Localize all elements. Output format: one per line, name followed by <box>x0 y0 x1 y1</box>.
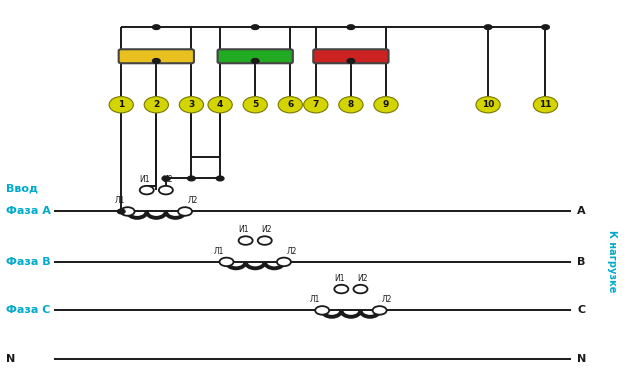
Circle shape <box>216 176 224 181</box>
Circle shape <box>251 59 259 63</box>
Text: Л1: Л1 <box>115 196 125 205</box>
Ellipse shape <box>533 97 558 113</box>
Text: 2: 2 <box>153 100 160 109</box>
Circle shape <box>178 207 192 216</box>
Ellipse shape <box>179 97 204 113</box>
Text: Фаза C: Фаза C <box>6 305 51 315</box>
Ellipse shape <box>374 97 398 113</box>
Circle shape <box>347 25 355 29</box>
FancyBboxPatch shape <box>119 49 194 63</box>
Circle shape <box>484 25 492 29</box>
Text: 11: 11 <box>539 100 552 109</box>
Text: Л1: Л1 <box>214 247 224 256</box>
Ellipse shape <box>278 97 302 113</box>
Text: N: N <box>6 354 15 364</box>
Text: Л2: Л2 <box>188 196 198 205</box>
Circle shape <box>117 209 125 214</box>
Text: N: N <box>577 354 586 364</box>
Text: Фаза A: Фаза A <box>6 206 51 217</box>
Circle shape <box>159 186 173 194</box>
Text: Ввод: Ввод <box>6 183 38 193</box>
Text: И1: И1 <box>334 274 345 283</box>
Ellipse shape <box>304 97 328 113</box>
Circle shape <box>347 59 355 63</box>
Circle shape <box>277 258 291 266</box>
Ellipse shape <box>476 97 500 113</box>
Circle shape <box>188 176 195 181</box>
Circle shape <box>373 306 387 315</box>
Text: 3: 3 <box>188 100 195 109</box>
Ellipse shape <box>208 97 232 113</box>
Text: 4: 4 <box>217 100 223 109</box>
Circle shape <box>152 59 160 63</box>
Circle shape <box>162 176 170 181</box>
Text: 9: 9 <box>383 100 389 109</box>
Circle shape <box>121 207 135 216</box>
Text: 7: 7 <box>313 100 319 109</box>
Text: B: B <box>577 257 586 267</box>
FancyBboxPatch shape <box>313 49 389 63</box>
Text: И1: И1 <box>239 225 249 234</box>
Circle shape <box>152 25 160 29</box>
Circle shape <box>315 306 329 315</box>
Text: C: C <box>577 305 586 315</box>
Circle shape <box>140 186 154 194</box>
Text: И1: И1 <box>140 175 150 184</box>
Text: И2: И2 <box>163 175 173 184</box>
Text: A: A <box>577 206 586 217</box>
Text: И2: И2 <box>357 274 367 283</box>
Ellipse shape <box>243 97 267 113</box>
Circle shape <box>542 25 549 29</box>
Text: 8: 8 <box>348 100 354 109</box>
Circle shape <box>239 236 253 245</box>
Ellipse shape <box>109 97 133 113</box>
Text: Л2: Л2 <box>382 295 392 304</box>
Text: Л1: Л1 <box>309 295 320 304</box>
Circle shape <box>251 25 259 29</box>
Circle shape <box>353 285 367 293</box>
FancyBboxPatch shape <box>218 49 293 63</box>
Text: 6: 6 <box>287 100 293 109</box>
Text: 5: 5 <box>252 100 258 109</box>
Text: 10: 10 <box>482 100 494 109</box>
Circle shape <box>258 236 272 245</box>
Circle shape <box>219 258 234 266</box>
Text: Л2: Л2 <box>286 247 297 256</box>
Text: К нагрузке: К нагрузке <box>607 230 618 292</box>
Text: Фаза B: Фаза B <box>6 257 51 267</box>
Ellipse shape <box>339 97 363 113</box>
Circle shape <box>334 285 348 293</box>
Text: 1: 1 <box>118 100 124 109</box>
Ellipse shape <box>144 97 168 113</box>
Text: И2: И2 <box>262 225 272 234</box>
